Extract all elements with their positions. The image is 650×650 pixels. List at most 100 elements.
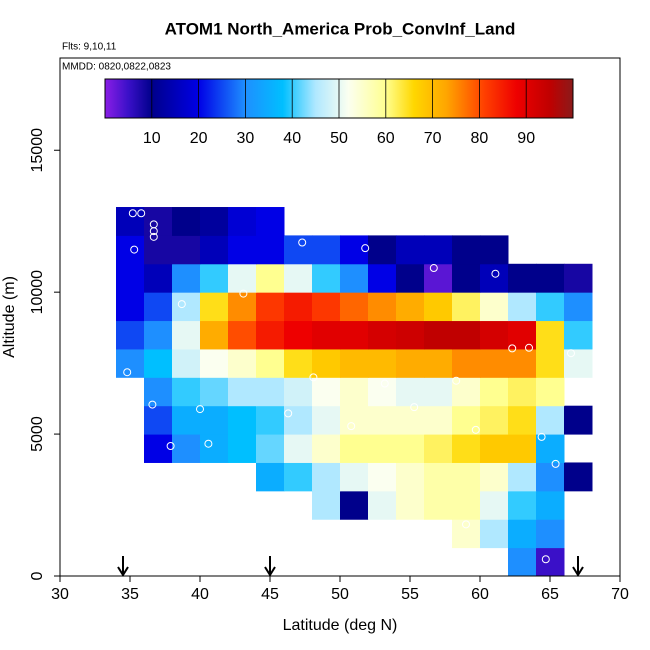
sample-point: [452, 376, 461, 385]
sample-point: [298, 238, 307, 247]
heat-cell: [396, 434, 425, 463]
heat-cell: [144, 263, 173, 293]
heat-cell: [340, 462, 369, 492]
x-tick-label: 35: [121, 586, 139, 603]
y-tick-label: 15000: [29, 128, 46, 173]
heat-cell: [228, 348, 257, 378]
sample-point: [380, 379, 389, 388]
heat-cell: [228, 377, 257, 407]
heat-cell: [508, 462, 537, 492]
heat-cell: [368, 377, 397, 407]
heat-cell: [536, 490, 565, 520]
subtitle: MMDD: 0820,0822,0823: [62, 62, 171, 73]
heat-cell: [312, 434, 341, 463]
heat-cell: [284, 235, 313, 265]
heat-cell: [368, 320, 397, 350]
sample-point: [149, 227, 158, 236]
heat-cell: [396, 405, 425, 435]
heat-cell: [452, 462, 481, 492]
heat-cell: [172, 263, 201, 293]
sample-point: [196, 405, 204, 414]
heat-cell: [480, 405, 509, 435]
sample-point: [148, 400, 157, 409]
sample-point: [537, 432, 546, 441]
heat-cell: [256, 377, 285, 407]
heat-cell: [312, 320, 341, 350]
heat-cell: [396, 235, 425, 265]
colorbar-tick-label: 60: [377, 130, 395, 147]
heat-cell: [452, 235, 481, 265]
heat-cell: [172, 207, 201, 236]
heat-cell: [424, 490, 453, 520]
heat-cell: [480, 519, 509, 549]
heat-cell: [564, 405, 593, 435]
heat-cell: [536, 405, 565, 435]
colorbar-tick-label: 20: [190, 130, 208, 147]
heat-cell: [452, 405, 481, 435]
heat-cell: [452, 320, 481, 350]
heat-cell: [144, 405, 173, 435]
heat-cell: [284, 263, 313, 293]
heat-cell: [200, 292, 229, 322]
heat-cell: [564, 320, 593, 350]
sample-point: [491, 269, 500, 278]
heat-cell: [508, 547, 537, 577]
heat-cell: [536, 519, 565, 549]
heat-cell: [480, 490, 509, 520]
heat-cell: [536, 462, 565, 492]
heat-cell: [312, 235, 341, 265]
heat-cell: [564, 292, 593, 322]
heat-cell: [256, 434, 285, 463]
heat-cell: [368, 263, 397, 293]
heat-cell: [564, 348, 593, 378]
heat-cell: [312, 348, 341, 378]
heat-cell: [284, 292, 313, 322]
sample-point: [551, 459, 560, 468]
heat-cell: [312, 490, 341, 520]
heat-cell: [144, 377, 173, 407]
heat-cell: [340, 377, 369, 407]
heat-cell: [200, 405, 229, 435]
colorbar-tick-label: 70: [424, 130, 442, 147]
heat-cell: [508, 263, 537, 293]
heat-cell: [424, 434, 453, 463]
arrow-head: [264, 566, 276, 577]
x-axis-label: Latitude (deg N): [283, 617, 398, 634]
heat-cell: [480, 263, 509, 293]
sample-point: [309, 373, 318, 382]
heat-cell: [172, 235, 201, 265]
heat-cell: [396, 462, 425, 492]
x-tick-label: 40: [191, 586, 209, 603]
colorbar-tick-label: 80: [471, 130, 489, 147]
heat-cell: [564, 462, 593, 492]
y-tick-label: 5000: [29, 416, 46, 452]
heat-cell: [256, 263, 285, 293]
sample-point: [410, 403, 419, 412]
heat-cell: [312, 377, 341, 407]
sample-point: [541, 555, 550, 564]
heat-cell: [368, 434, 397, 463]
heat-cell: [536, 547, 565, 577]
heat-cell: [144, 348, 173, 378]
heat-cell: [172, 434, 201, 463]
sample-point: [128, 209, 137, 218]
heat-cell: [144, 292, 173, 322]
heat-cell: [312, 292, 341, 322]
heat-cell: [172, 348, 201, 378]
heat-cell: [368, 405, 397, 435]
heat-cell: [256, 462, 285, 492]
sample-point: [567, 349, 575, 358]
heat-cell: [368, 490, 397, 520]
sample-point: [130, 245, 139, 254]
heat-cell: [284, 348, 313, 378]
sample-point: [204, 439, 213, 448]
heat-cell: [172, 405, 201, 435]
heat-cell: [508, 348, 537, 378]
colorbar-tick-label: 40: [283, 130, 301, 147]
heat-cell: [424, 320, 453, 350]
sample-point: [166, 442, 175, 451]
heat-cell: [508, 292, 537, 322]
heat-cell: [200, 320, 229, 350]
x-tick-label: 30: [51, 586, 69, 603]
heat-cell: [480, 348, 509, 378]
